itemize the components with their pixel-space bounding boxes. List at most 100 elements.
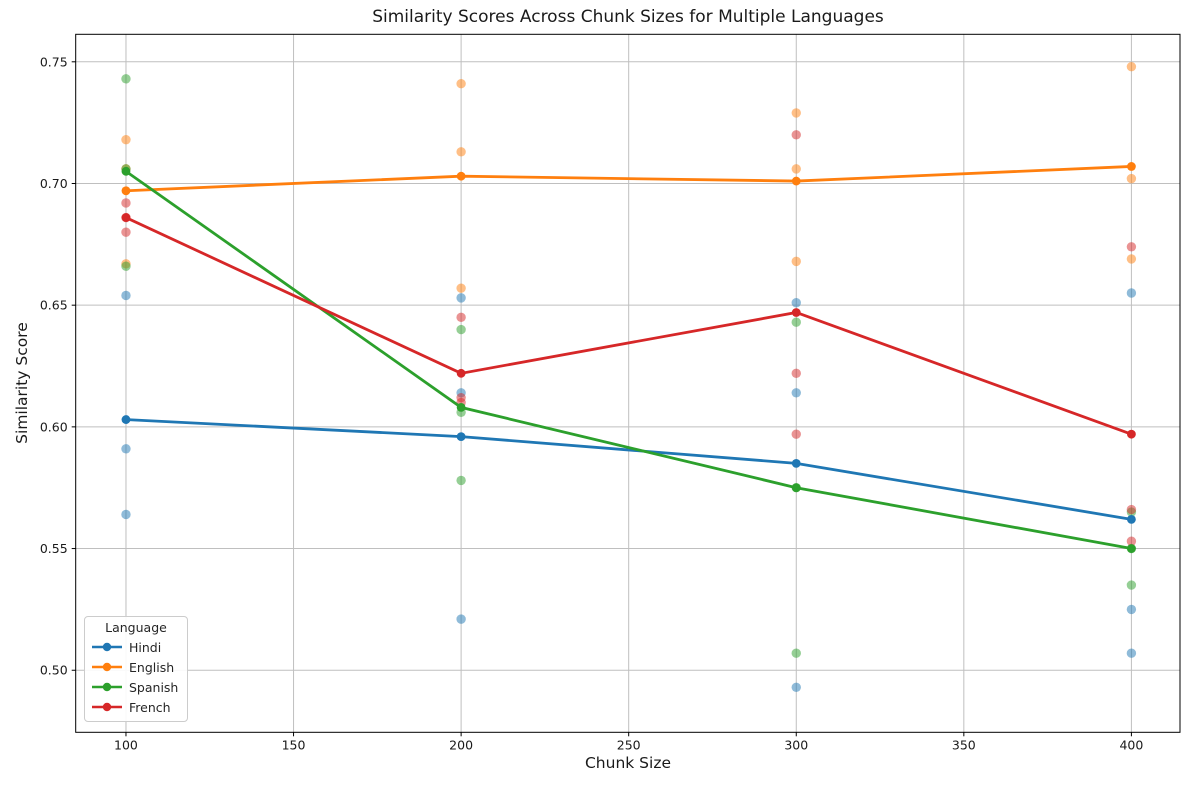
legend-item-label: Hindi — [129, 639, 162, 655]
scatter-point — [456, 293, 466, 303]
legend-item-spanish: Spanish — [91, 677, 181, 697]
series-marker — [456, 432, 466, 441]
scatter-point — [1126, 288, 1137, 298]
series-marker — [456, 368, 466, 378]
legend-line-marker-icon — [92, 702, 122, 712]
scatter-point — [791, 256, 801, 267]
scatter-point — [791, 298, 801, 308]
legend-item-french: French — [91, 697, 181, 717]
legend-swatch-dot — [102, 642, 112, 652]
x-tick-label-250: 250 — [617, 737, 641, 752]
legend-swatch-dot — [102, 702, 112, 712]
scatter-point — [791, 164, 801, 174]
scatter-point — [456, 312, 466, 323]
legend-item-english: English — [91, 657, 181, 677]
scatter-point — [456, 283, 466, 293]
legend-line-marker-icon — [92, 682, 122, 692]
scatter-point — [121, 198, 131, 208]
series-marker — [791, 176, 801, 186]
scatter-point — [456, 475, 466, 486]
chart-title: Similarity Scores Across Chunk Sizes for… — [372, 7, 884, 27]
legend-line-marker-icon — [92, 642, 122, 652]
series-marker — [791, 308, 801, 317]
series-english — [121, 162, 1136, 196]
y-tick-label-0.55: 0.55 — [40, 541, 68, 556]
scatter-point — [791, 130, 801, 140]
series-marker — [1127, 514, 1136, 524]
scatter-point — [121, 290, 131, 301]
scatter-point — [121, 444, 131, 454]
legend-item-label: French — [129, 699, 171, 715]
scatter-point — [791, 317, 801, 327]
legend: Language Hindi English Spanish French — [84, 616, 188, 722]
y-tick-label-0.65: 0.65 — [40, 298, 68, 313]
series-marker — [121, 213, 131, 222]
series-marker — [121, 415, 131, 424]
x-axis-label: Chunk Size — [584, 754, 671, 772]
scatter-point — [791, 648, 801, 658]
series-marker — [1127, 429, 1136, 439]
series-marker — [121, 186, 131, 196]
ticks — [71, 61, 1132, 737]
scatter-hindi — [121, 288, 1137, 692]
series-french — [121, 213, 1136, 439]
series-line-french — [125, 216, 1132, 436]
series-marker — [1127, 162, 1136, 171]
y-tick-label-0.75: 0.75 — [40, 54, 68, 69]
legend-items: Hindi English Spanish French — [91, 637, 181, 717]
grid — [75, 34, 1180, 733]
scatter-point — [791, 429, 801, 439]
series-line-spanish — [125, 170, 1132, 550]
x-tick-label-350: 350 — [952, 737, 976, 752]
scatter-point — [121, 509, 131, 520]
y-tick-label-0.50: 0.50 — [40, 663, 68, 678]
y-tick-label-0.60: 0.60 — [40, 419, 68, 434]
legend-line-marker-icon — [92, 662, 122, 672]
legend-item-label: English — [129, 659, 175, 675]
series-line-english — [125, 165, 1132, 193]
scatter-point — [121, 134, 131, 145]
scatter-point — [121, 261, 131, 271]
y-tick-label-0.70: 0.70 — [40, 176, 68, 191]
scatter-point — [1126, 254, 1137, 264]
scatter-french — [121, 130, 1137, 546]
scatter-point — [456, 614, 466, 624]
x-tick-label-150: 150 — [282, 737, 306, 752]
series-marker — [791, 483, 801, 493]
scatter-point — [456, 324, 466, 335]
scatter-point — [791, 388, 801, 398]
legend-item-label: Spanish — [129, 679, 179, 695]
scatter-point — [1126, 242, 1137, 252]
scatter-point — [1126, 173, 1137, 184]
plot-border — [75, 33, 1181, 733]
series-spanish — [121, 166, 1136, 553]
x-tick-label-300: 300 — [784, 737, 808, 752]
scatter-point — [1126, 61, 1137, 72]
scatter-point — [121, 74, 131, 84]
scatter-point — [1126, 504, 1137, 515]
scatter-point — [456, 79, 466, 89]
series-line-hindi — [125, 418, 1132, 521]
series-marker — [456, 171, 466, 181]
series-marker — [456, 402, 466, 412]
tick-labels: 100 150 200 250 300 350 400 0.50 0.55 0.60 0.65 0.7… — [40, 54, 1144, 752]
x-tick-label-100: 100 — [114, 737, 138, 752]
scatter-point — [791, 682, 801, 692]
legend-title: Language — [105, 620, 167, 635]
scatter-point — [456, 147, 466, 157]
scatter-point — [1126, 648, 1137, 658]
scatter-point — [1126, 580, 1137, 590]
scatter-point — [1126, 604, 1137, 615]
series-marker — [791, 458, 801, 468]
series-marker — [121, 166, 131, 176]
legend-item-hindi: Hindi — [91, 637, 181, 657]
series-hindi — [121, 415, 1136, 524]
scatter-point — [791, 108, 801, 118]
x-tick-label-200: 200 — [449, 737, 473, 752]
y-axis-label: Similarity Score — [13, 322, 31, 444]
legend-swatch-dot — [102, 662, 112, 672]
legend-swatch-dot — [102, 682, 112, 692]
scatter-point — [121, 227, 131, 237]
